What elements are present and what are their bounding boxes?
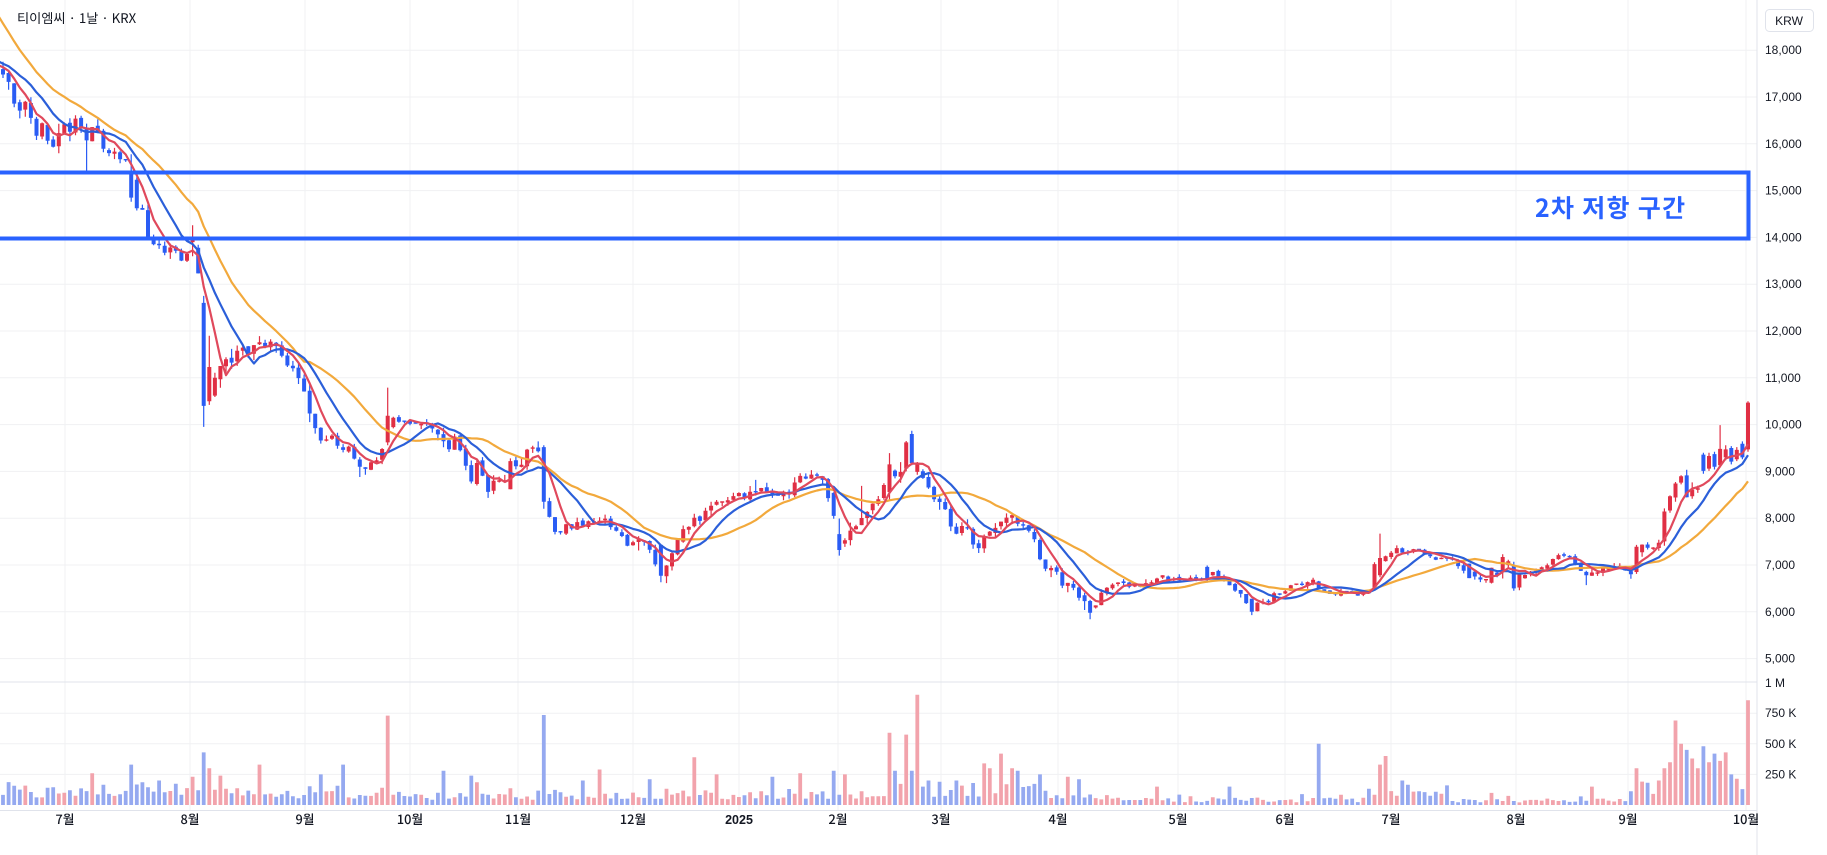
svg-text:1 M: 1 M bbox=[1765, 676, 1785, 690]
svg-text:8,000: 8,000 bbox=[1765, 511, 1795, 525]
svg-text:250 K: 250 K bbox=[1765, 767, 1796, 781]
svg-text:500 K: 500 K bbox=[1765, 737, 1796, 751]
svg-text:18,000: 18,000 bbox=[1765, 43, 1802, 57]
svg-text:7,000: 7,000 bbox=[1765, 558, 1795, 572]
svg-text:16,000: 16,000 bbox=[1765, 137, 1802, 151]
svg-text:750 K: 750 K bbox=[1765, 706, 1796, 720]
svg-text:KRW: KRW bbox=[1775, 14, 1803, 28]
svg-text:10,000: 10,000 bbox=[1765, 418, 1802, 432]
svg-text:13,000: 13,000 bbox=[1765, 277, 1802, 291]
svg-text:6,000: 6,000 bbox=[1765, 605, 1795, 619]
svg-text:11,000: 11,000 bbox=[1765, 371, 1801, 385]
svg-text:5,000: 5,000 bbox=[1765, 652, 1795, 666]
svg-text:17,000: 17,000 bbox=[1765, 90, 1802, 104]
svg-text:14,000: 14,000 bbox=[1765, 230, 1802, 244]
svg-text:2025: 2025 bbox=[725, 813, 753, 827]
svg-text:12,000: 12,000 bbox=[1765, 324, 1802, 338]
svg-text:9,000: 9,000 bbox=[1765, 464, 1795, 478]
svg-text:15,000: 15,000 bbox=[1765, 184, 1802, 198]
